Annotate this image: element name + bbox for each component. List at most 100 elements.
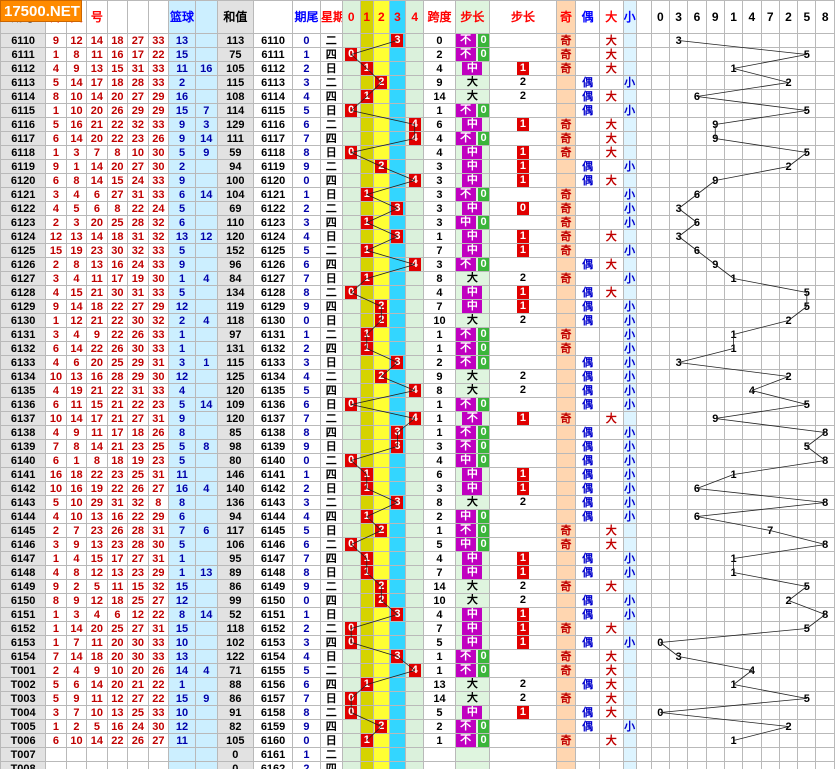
digit-trend-cell [797,117,817,132]
digit-cell-4 [405,299,425,314]
parity-odd: 奇 [555,271,577,286]
sum-value: 146 [216,467,255,482]
digit-trend-cell [760,257,780,272]
digit-trend-cell [705,327,725,342]
digit-trend-cell [742,453,762,468]
table-row: 6134 10 13 16 28 29 30 12 125 6134 4 二 2 9 大 2 偶小 2 [0,369,835,384]
red-ball: 14 [86,159,108,174]
digit-cell-3 [388,369,407,384]
parity-odd: 奇 [555,131,577,146]
blue-ball: 2 [168,75,196,90]
hit-marker: 0 [345,398,358,411]
red-ball: 12 [127,607,149,622]
red-ball: 16 [106,719,129,734]
digit-trend-cell [742,229,762,244]
digit-trend-cell [705,607,725,622]
step-badge: 中 [462,608,483,621]
digit-trend-cell [687,173,707,188]
digit-trend-cell [650,621,670,636]
digit-trend-cell [650,103,670,118]
digit-trend-cell [723,453,744,468]
table-row: 6142 10 16 19 22 26 27 16 4 140 6142 2 日 1 3 中 1 偶小 6 [0,481,835,496]
digit-cell-0 [341,89,361,104]
period-number: 6137 [253,411,293,426]
step-badge: 中 [462,468,483,481]
red-ball: 20 [86,131,108,146]
size-big: 大 [598,677,624,692]
red-ball: 13 [86,61,108,76]
span-value: 1 [423,397,456,412]
period-number: 6147 [253,551,293,566]
table-row: 6132 6 14 22 26 30 33 1 131 6132 2 四 1 1 不 0 奇小 1 [0,341,835,356]
red-ball: 27 [106,187,129,202]
digit-trend-cell [668,215,689,230]
digit-trend-cell [797,649,817,664]
red-ball: 5 [86,579,108,594]
red-ball: 2 [45,257,67,272]
step-right [489,537,557,552]
size-big: 大 [598,229,624,244]
weekday: 二 [319,495,343,510]
red-ball: 22 [86,341,108,356]
size-small [622,537,637,552]
period-tail: 3 [291,635,321,650]
sum-value: 134 [216,285,255,300]
hit-marker: 1 [361,272,373,285]
digit-cell-2 [372,327,390,342]
digit-trend-cell [723,579,744,594]
period-number: 6142 [253,481,293,496]
red-ball: 27 [147,481,170,496]
size-big [598,187,624,202]
digit-trend-cell [760,621,780,636]
digit-cell-4 [405,677,425,692]
gap-cell [635,621,652,636]
weekday: 四 [319,719,343,734]
span-value: 14 [423,89,456,104]
digit-trend-cell [650,271,670,286]
red-ball: 33 [147,383,170,398]
digit-trend-cell: 1 [723,327,744,342]
digit-cell-0: 0 [341,705,361,720]
row-id: 6147 [0,551,47,566]
gap-cell [635,75,652,90]
digit-cell-2 [372,215,390,230]
blue-ball: 9 [168,173,196,188]
header-digit-col: 2 [778,0,799,34]
red-ball: 15 [106,61,129,76]
red-ball [127,747,149,762]
step-zero-marker: 0 [477,720,489,733]
digit-cell-4 [405,551,425,566]
period-tail: 6 [291,677,321,692]
header-qiwei: 期尾 [291,0,321,34]
digit-cell-4 [405,159,425,174]
digit-trend-cell: 5 [797,145,817,160]
step-badge: 中 [462,118,483,131]
step-left: 大 [454,383,491,398]
digit-trend-cell [687,677,707,692]
row-id: 6152 [0,621,47,636]
digit-trend-cell [760,355,780,370]
table-row: 6116 5 16 21 22 32 33 9 3 129 6116 6 二 4 6 中 1 奇大 9 [0,117,835,132]
blue-ball: 1 [168,565,196,580]
sum-value: 91 [216,705,255,720]
digit-trend-cell [760,747,780,762]
red-ball: 27 [147,593,170,608]
digit-cell-4 [405,397,425,412]
step-zero-marker: 0 [477,34,489,47]
red-ball: 9 [65,61,88,76]
digit-trend-cell [760,495,780,510]
digit-trend-cell [742,299,762,314]
period-number: 6135 [253,383,293,398]
digit-cell-4: 4 [405,173,425,188]
digit-cell-3: 3 [388,607,407,622]
digit-trend-cell [760,481,780,496]
digit-trend-cell [815,243,835,258]
step-badge: 大 [466,76,478,89]
span-value: 10 [423,593,456,608]
parity-even: 偶 [575,159,600,174]
digit-cell-1: 1 [359,243,374,258]
red-ball: 30 [147,537,170,552]
red-ball: 18 [86,299,108,314]
red-ball [45,761,67,769]
